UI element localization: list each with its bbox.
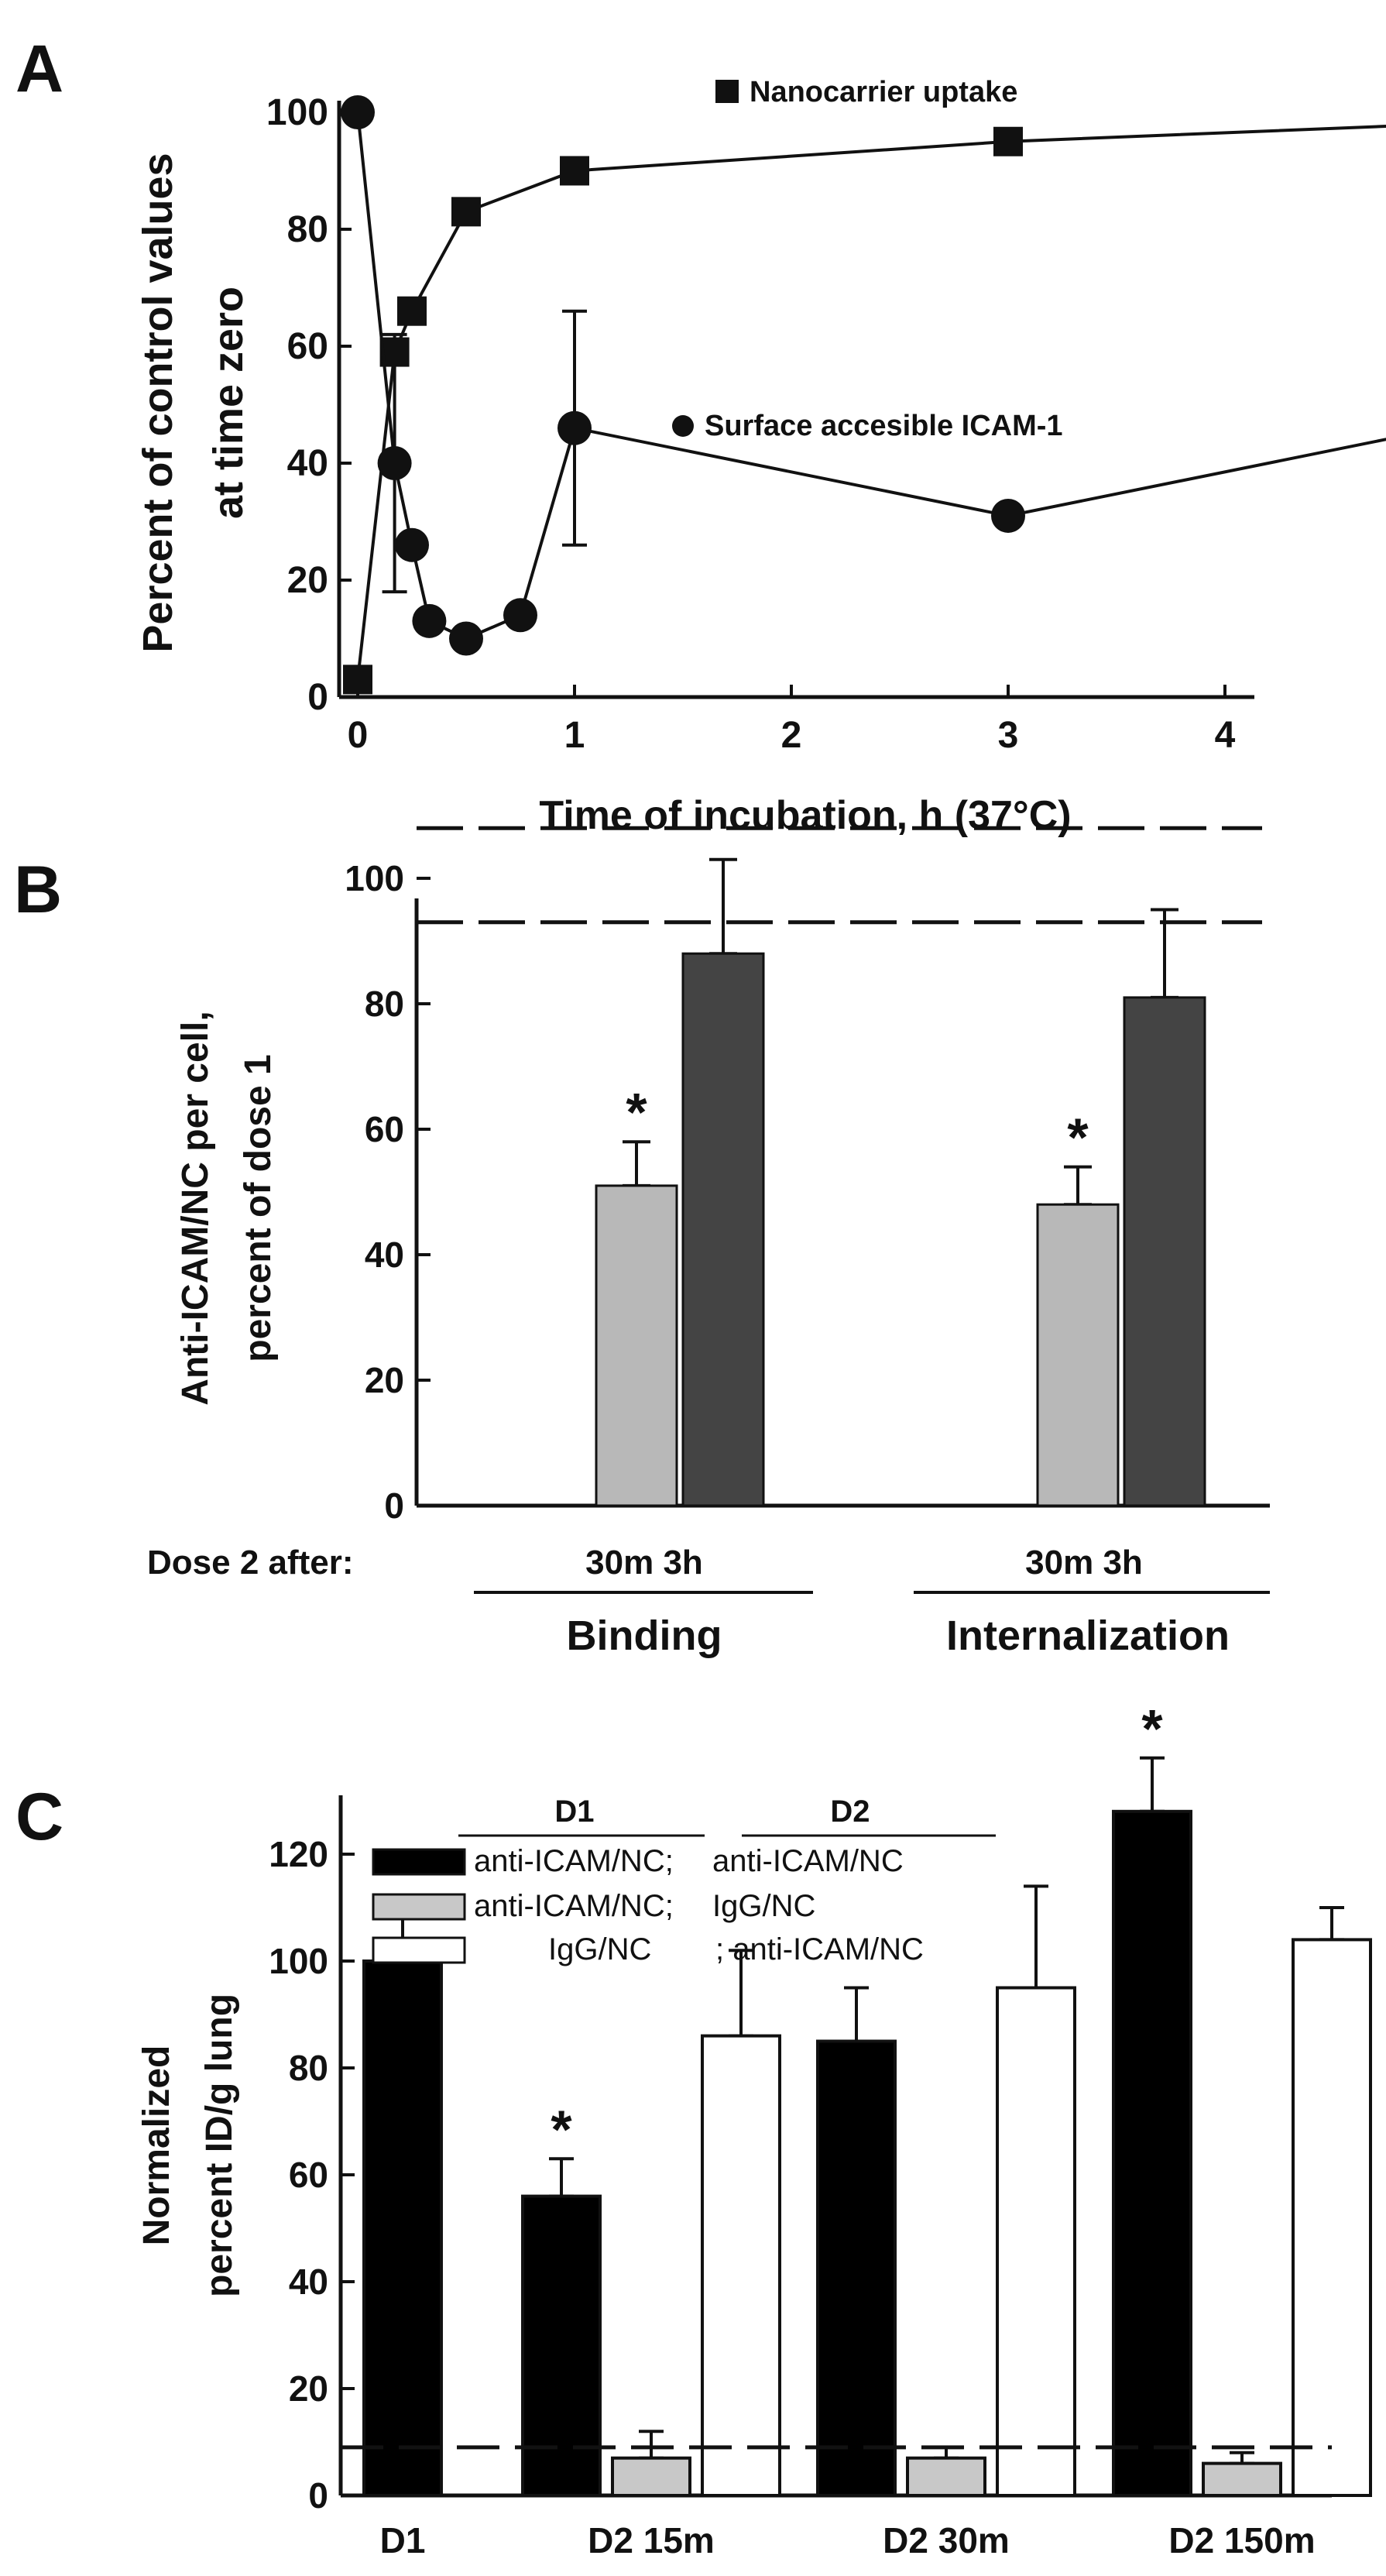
data-point-icam	[557, 410, 592, 445]
significance-star-b: *	[626, 1082, 647, 1142]
bar-c-4	[816, 2039, 897, 2497]
bar-c-9	[1292, 1938, 1372, 2497]
y-tick-label-b: 80	[365, 984, 404, 1024]
y-tick-label-a: 20	[287, 560, 328, 601]
y-tick-label-c: 100	[269, 1941, 328, 1981]
category-label-c: D2 15m	[588, 2520, 715, 2561]
y-tick-label-c: 20	[289, 2368, 328, 2409]
group-label-binding: Binding	[567, 1613, 722, 1659]
legend-label-nanocarrier: Nanocarrier uptake	[750, 76, 1017, 108]
panel-label-b: B	[14, 853, 62, 927]
data-point-icam	[412, 603, 447, 638]
data-point-nanocarrier	[560, 156, 589, 186]
bar-c-0	[362, 1959, 443, 2497]
significance-star-b: *	[1067, 1108, 1089, 1168]
category-label-c: D1	[380, 2520, 426, 2561]
group-label-internalization: Internalization	[946, 1613, 1230, 1659]
bar-c-7	[1112, 1809, 1192, 2498]
bar-c-2	[611, 2456, 691, 2497]
bar-c-8	[1202, 2461, 1282, 2498]
legend-label-icam: Surface accesible ICAM-1	[705, 410, 1063, 442]
y-tick-label-b: 40	[365, 1235, 404, 1275]
y-tick-label-c: 40	[289, 2262, 328, 2302]
y-tick-label-a: 100	[266, 92, 328, 133]
data-point-nanocarrier	[451, 197, 481, 227]
data-point-nanocarrier	[993, 126, 1023, 156]
legend-d2-label: IgG/NC	[712, 1889, 815, 1923]
legend-swatch-black	[372, 1848, 466, 1876]
y-axis-label-a: Percent of control values at time zero	[135, 153, 252, 652]
data-point-nanocarrier	[343, 665, 372, 695]
category-label-c: D2 150m	[1168, 2520, 1315, 2561]
y-tick-label-b: 20	[365, 1360, 404, 1400]
y-tick-label-b: 100	[345, 858, 404, 898]
group-sublabel-binding: 30m 3h	[585, 1544, 703, 1582]
significance-star-c: *	[551, 2099, 572, 2159]
bar-c-5	[906, 2456, 986, 2497]
y-tick-label-c: 60	[289, 2155, 328, 2195]
x-tick-label-a: 0	[348, 715, 369, 756]
y-tick-label-c: 0	[308, 2475, 328, 2516]
legend-header-d2: D2	[830, 1795, 870, 1829]
panel-a: A020406080100012345Time of incubation, h…	[15, 32, 1386, 838]
panel-c: C 0 20 40 60 80 100 120 Normalized percent ID/g l…	[15, 1698, 1372, 2561]
bar-c-3	[701, 2034, 781, 2498]
y-axis-label-b: Anti-ICAM/NC per cell, percent of dose 1	[175, 1011, 279, 1405]
y-axis-label-a-line2: at time zero	[205, 287, 252, 519]
significance-star-c: *	[1141, 1698, 1163, 1759]
series-line-a-1	[356, 112, 1386, 641]
y-tick-label-a: 80	[287, 209, 328, 250]
data-point-icam	[991, 498, 1025, 533]
data-point-icam	[377, 446, 412, 480]
y-tick-label-b: 60	[365, 1109, 404, 1149]
y-tick-label-a: 0	[307, 677, 328, 718]
y-tick-label-b: 0	[384, 1485, 404, 1526]
y-axis-label-c: Normalized percent ID/g lung	[136, 1994, 240, 2297]
x-tick-label-a: 1	[564, 715, 585, 756]
y-axis-label-b-line1: Anti-ICAM/NC per cell,	[175, 1011, 216, 1405]
legend-d2-label: anti-ICAM/NC	[712, 1844, 904, 1878]
bar-b-0-1	[681, 952, 765, 1507]
y-tick-label-c: 120	[269, 1834, 328, 1874]
legend-d1-label: anti-ICAM/NC;	[474, 1889, 674, 1923]
bar-b-0-0	[595, 1184, 678, 1507]
y-axis-label-c-line1: Normalized	[136, 2045, 177, 2246]
y-tick-label-a: 40	[287, 443, 328, 484]
legend-swatch-white	[372, 1936, 466, 1964]
legend-d1-label: anti-ICAM/NC;	[474, 1844, 674, 1878]
y-tick-label-c: 80	[289, 2048, 328, 2088]
data-point-icam	[341, 95, 375, 129]
group-sublabel-internalization: 30m 3h	[1025, 1544, 1143, 1582]
bar-b-1-1	[1123, 996, 1206, 1507]
legend-marker-icam	[672, 415, 694, 437]
panel-label-c: C	[15, 1780, 63, 1854]
y-axis-label-c-line2: percent ID/g lung	[199, 1994, 240, 2297]
category-label-c: D2 30m	[883, 2520, 1010, 2561]
x-tick-label-a: 4	[1215, 715, 1236, 756]
bar-b-1-0	[1036, 1203, 1120, 1507]
x-tick-label-a: 2	[781, 715, 802, 756]
data-point-icam	[449, 621, 483, 656]
dose-row-label: Dose 2 after:	[147, 1544, 354, 1582]
panel-label-a: A	[15, 32, 63, 106]
legend-marker-nanocarrier	[715, 80, 739, 103]
data-point-nanocarrier	[397, 296, 427, 326]
series-line-a-0	[356, 125, 1386, 680]
data-point-icam	[395, 527, 429, 562]
bar-c-6	[996, 1986, 1076, 2497]
panel-b: B 0 20 40 60 80 100 Anti-ICAM/NC per cell, perce…	[14, 826, 1270, 1659]
legend-header-d1: D1	[554, 1795, 594, 1829]
bar-c-1	[521, 2194, 602, 2498]
y-axis-label-a-line1: Percent of control values	[135, 153, 181, 652]
y-tick-label-a: 60	[287, 326, 328, 367]
data-point-icam	[503, 598, 537, 633]
x-tick-label-a: 3	[998, 715, 1019, 756]
y-axis-label-b-line2: percent of dose 1	[238, 1054, 279, 1362]
legend-d1-label: IgG/NC	[548, 1932, 651, 1966]
legend-d2-label: ; anti-ICAM/NC	[715, 1932, 924, 1966]
x-axis-label-a: Time of incubation, h (37°C)	[539, 793, 1071, 838]
legend-swatch-gray	[372, 1893, 466, 1921]
